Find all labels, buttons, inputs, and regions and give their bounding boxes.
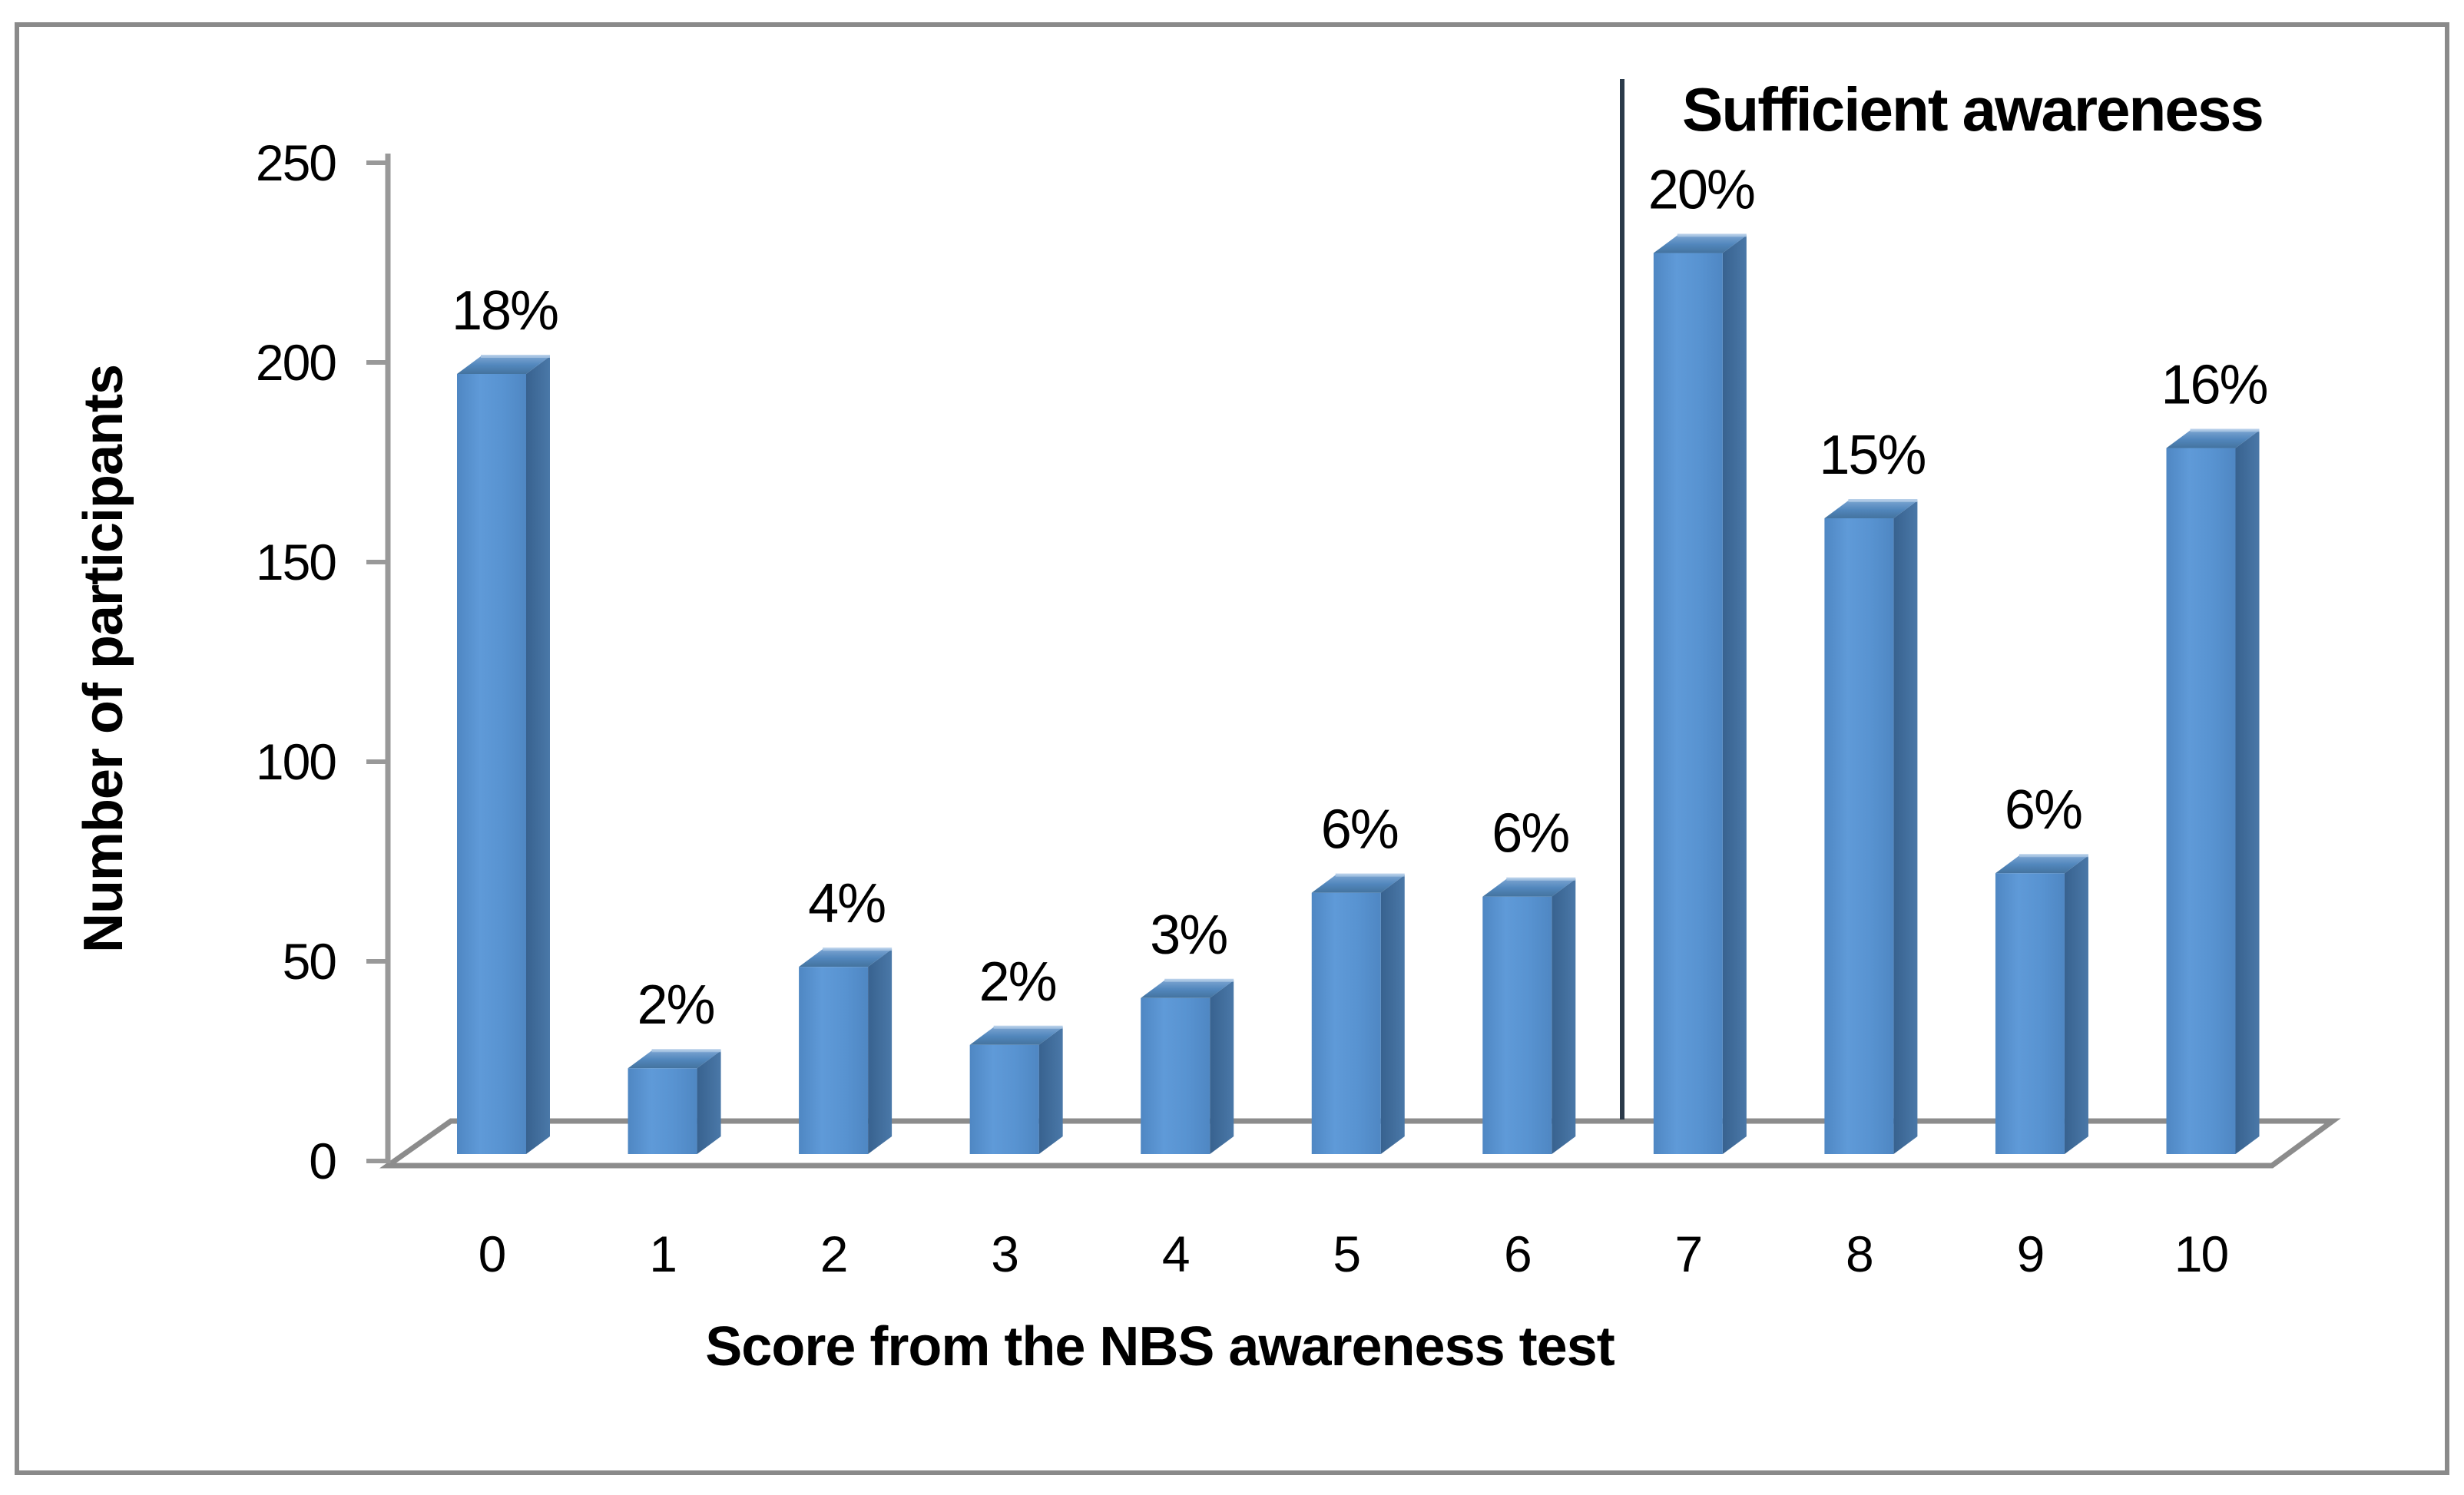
bar-top-face [1141,980,1234,998]
bar-score-2: 4% [799,873,893,1154]
bar-percent-label: 15% [1819,425,1925,486]
x-category-label: 6 [1504,1225,1531,1282]
bar-side-face [1380,875,1405,1154]
x-category-label: 10 [2174,1225,2228,1282]
bar-side-face [1552,878,1576,1154]
x-category-label: 4 [1162,1225,1189,1282]
x-category-label: 1 [649,1225,676,1282]
bar-side-face [1722,235,1747,1154]
y-tick-label: 200 [256,334,336,391]
bar-side-face [868,949,893,1154]
bar-score-7: 20% [1648,160,1756,1154]
bar-top-face [1995,855,2088,874]
bar-percent-label: 16% [2161,355,2267,416]
bar-front-face [2166,448,2236,1154]
bar-top-face [1824,500,1918,518]
bar-percent-label: 6% [2005,779,2081,841]
bar-score-0: 18% [452,280,559,1154]
bar-top-face [628,1050,721,1069]
section-annotation: Sufficient awareness [1682,75,2263,144]
bar-top-face [2166,430,2260,448]
bar-percent-label: 20% [1648,160,1754,221]
bar-front-face [457,374,526,1154]
bar-front-face [969,1044,1039,1154]
bar-side-face [526,356,550,1154]
bar-percent-label: 6% [1321,799,1398,861]
bar-side-face [1038,1027,1063,1154]
bar-front-face [1311,892,1381,1154]
floor-outline [379,1118,2341,1169]
y-tick-label: 150 [256,534,336,590]
y-tick-label: 250 [256,134,336,191]
x-category-label: 7 [1674,1225,1701,1282]
bar-side-face [1893,500,1918,1154]
y-tick-label: 0 [309,1133,336,1189]
x-category-label: 8 [1846,1225,1873,1282]
bar-percent-label: 2% [979,951,1056,1013]
bar-score-4: 3% [1141,905,1234,1154]
x-category-label: 5 [1333,1225,1360,1282]
x-category-label: 2 [820,1225,847,1282]
x-category-label: 0 [479,1225,505,1282]
bar-front-face [628,1068,697,1154]
bar-score-8: 15% [1819,425,1926,1154]
bar-side-face [1210,980,1234,1154]
bar-front-face [1482,896,1552,1154]
bar-top-face [457,356,550,374]
bar-side-face [697,1050,721,1154]
bar-top-face [1482,878,1576,897]
bar-front-face [1653,253,1723,1154]
bar-top-face [1653,235,1747,253]
bar-percent-label: 18% [452,280,558,342]
bar-top-face [969,1027,1063,1045]
bar-percent-label: 2% [638,974,714,1036]
bar-score-3: 2% [969,951,1063,1154]
bar-top-face [1311,875,1405,893]
bar-score-9: 6% [1995,779,2088,1154]
x-category-label: 9 [2017,1225,2044,1282]
bar-score-10: 16% [2161,355,2269,1154]
x-category-label: 3 [991,1225,1018,1282]
y-tick-label: 100 [256,733,336,790]
bar-percent-label: 3% [1150,905,1227,966]
bar-score-6: 6% [1482,803,1576,1154]
bar-score-1: 2% [628,974,721,1154]
bar-front-face [1995,873,2065,1154]
x-axis-title: Score from the NBS awareness test [705,1316,1615,1378]
bar-front-face [1824,518,1894,1154]
bar-side-face [2064,855,2088,1154]
bar-front-face [1141,997,1210,1154]
y-axis-title: Number of participants [73,365,134,953]
bar-front-face [799,967,869,1154]
chart-layer: 18%02%14%22%33%46%56%620%715%86%916%1005… [15,22,2449,1475]
chart-border [15,22,2449,1475]
bar-percent-label: 6% [1492,803,1568,865]
y-tick-label: 50 [283,933,336,990]
bar-percent-label: 4% [808,873,885,934]
bar-top-face [799,949,893,967]
bar-score-5: 6% [1311,799,1405,1154]
bar-side-face [2235,430,2260,1154]
